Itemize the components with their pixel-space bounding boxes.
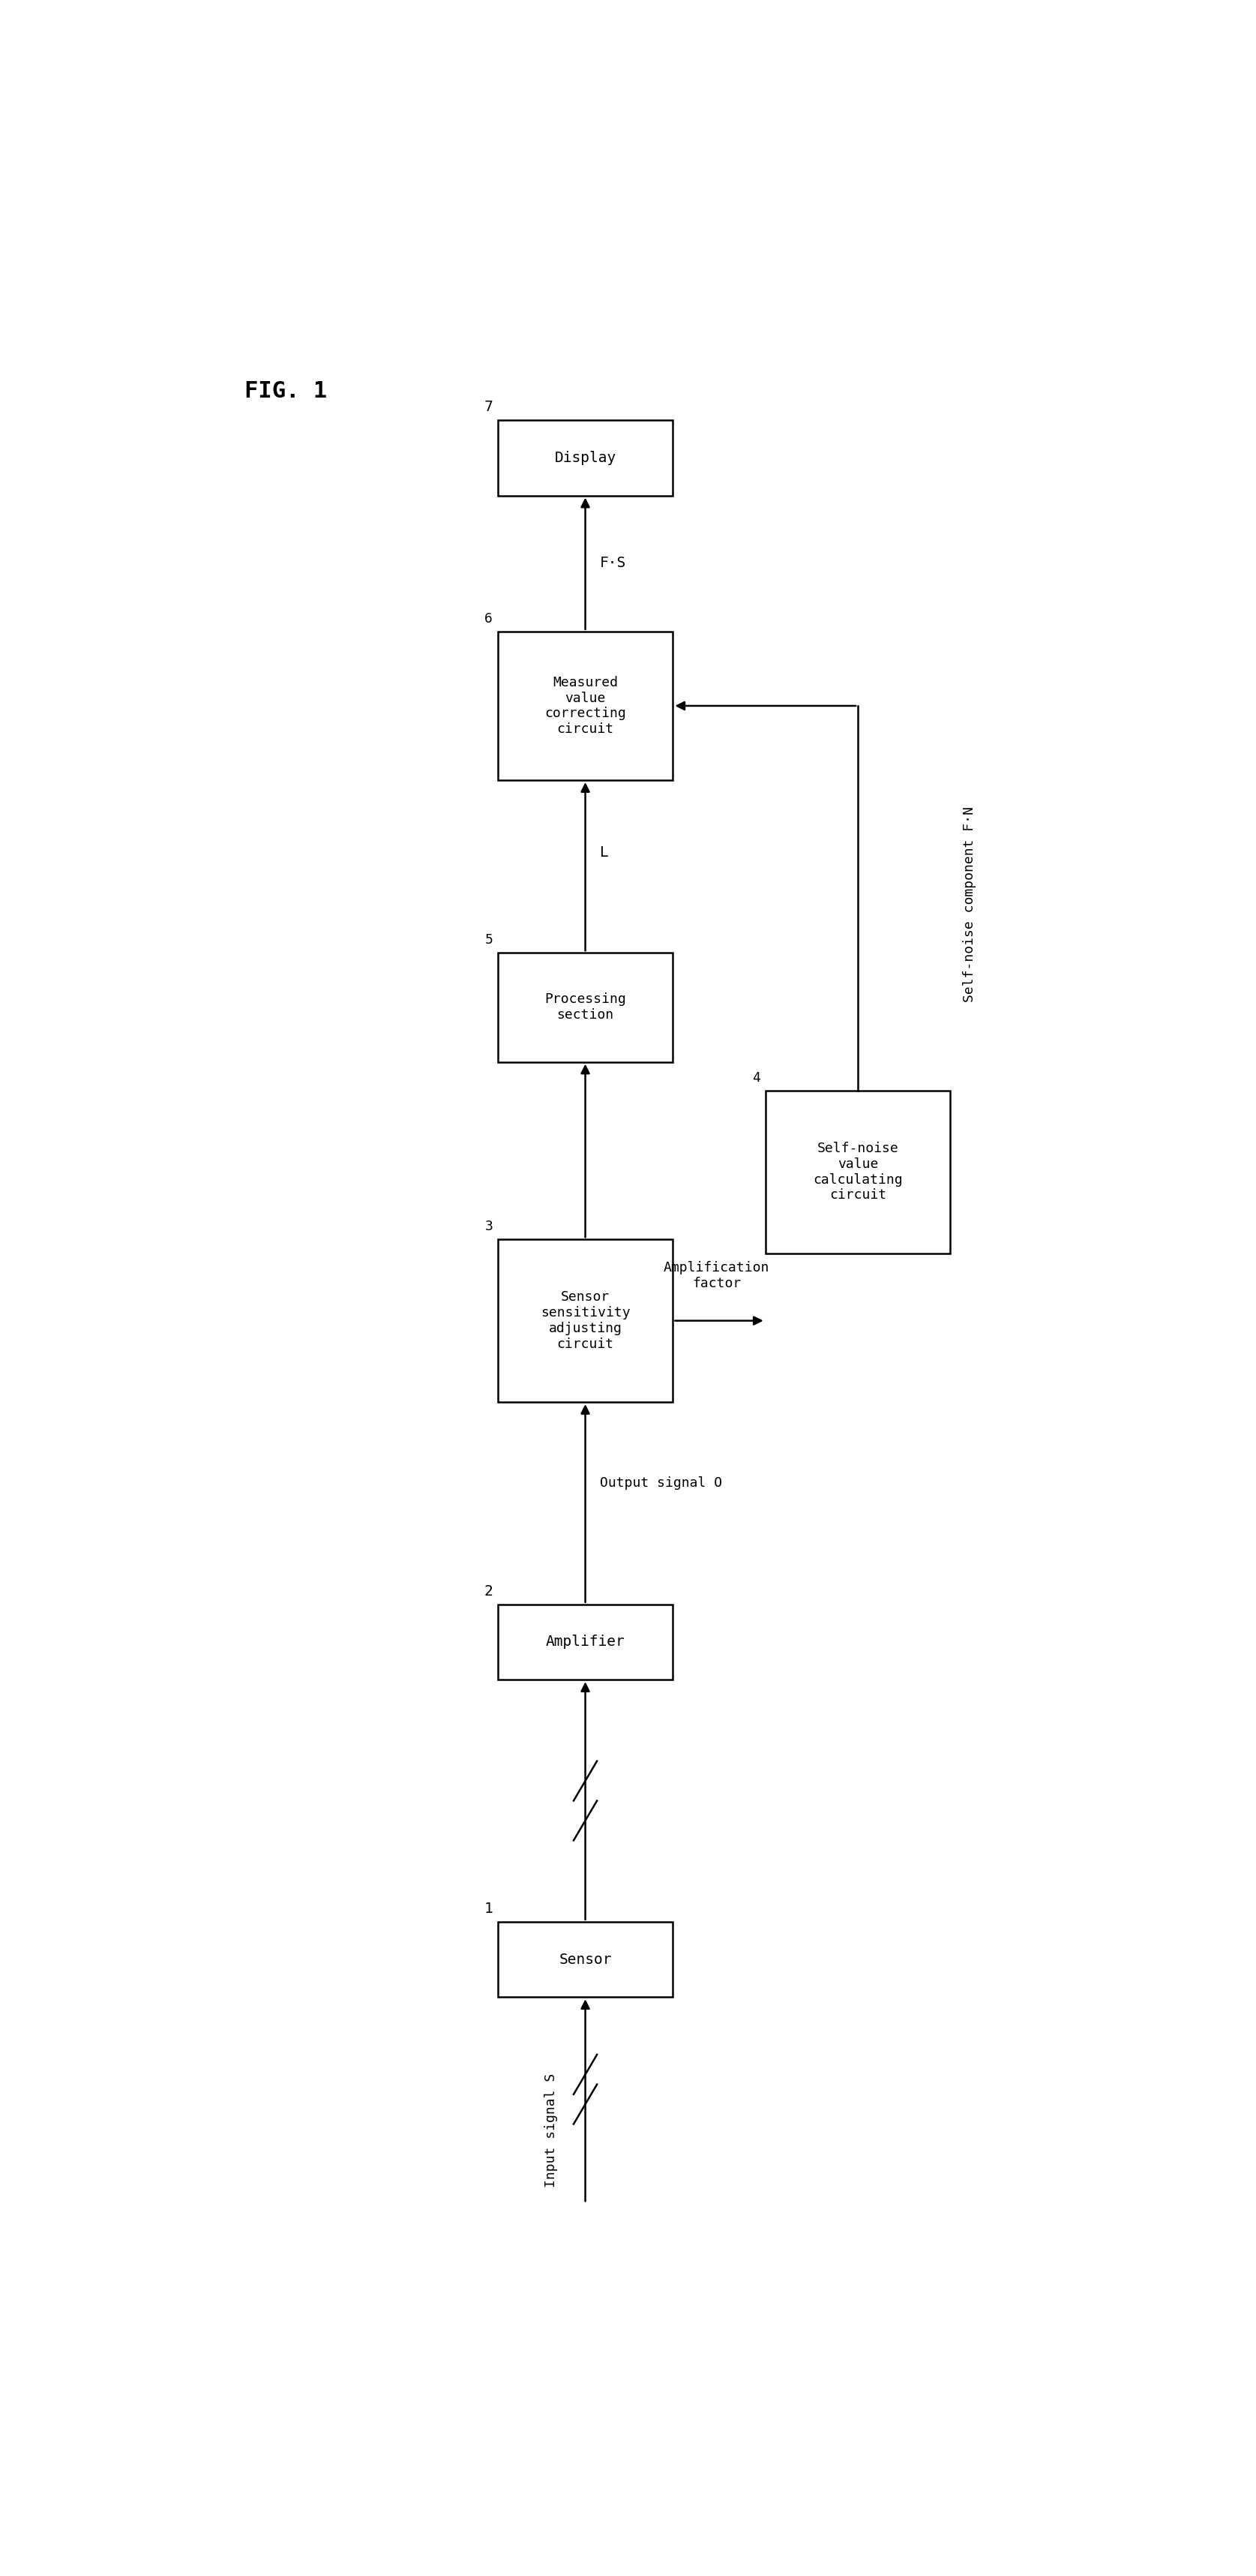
- Text: 2: 2: [484, 1584, 492, 1597]
- Bar: [765, 1090, 951, 1255]
- Text: Display: Display: [554, 451, 617, 466]
- Bar: [497, 420, 673, 495]
- Bar: [497, 1605, 673, 1680]
- Text: 7: 7: [484, 399, 492, 415]
- Text: L: L: [600, 845, 609, 860]
- Text: 1: 1: [484, 1901, 492, 1917]
- Bar: [497, 1239, 673, 1401]
- Bar: [497, 631, 673, 781]
- Text: Sensor
sensitivity
adjusting
circuit: Sensor sensitivity adjusting circuit: [540, 1291, 631, 1350]
- Text: Processing
section: Processing section: [545, 992, 625, 1023]
- Text: FIG. 1: FIG. 1: [245, 381, 328, 402]
- Text: F·S: F·S: [600, 556, 627, 569]
- Bar: [497, 953, 673, 1061]
- Text: Self-noise component F·N: Self-noise component F·N: [963, 806, 976, 1002]
- Text: 5: 5: [485, 933, 492, 948]
- Text: Amplifier: Amplifier: [545, 1636, 625, 1649]
- Text: Input signal S: Input signal S: [545, 2074, 558, 2187]
- Text: Amplification
factor: Amplification factor: [663, 1262, 770, 1291]
- Text: Output signal O: Output signal O: [600, 1476, 722, 1489]
- Text: Sensor: Sensor: [559, 1953, 612, 1965]
- Text: 3: 3: [485, 1221, 492, 1234]
- Text: Measured
value
correcting
circuit: Measured value correcting circuit: [545, 675, 625, 737]
- Text: 4: 4: [752, 1072, 761, 1084]
- Text: 6: 6: [485, 613, 492, 626]
- Bar: [497, 1922, 673, 1996]
- Text: Self-noise
value
calculating
circuit: Self-noise value calculating circuit: [813, 1141, 903, 1203]
